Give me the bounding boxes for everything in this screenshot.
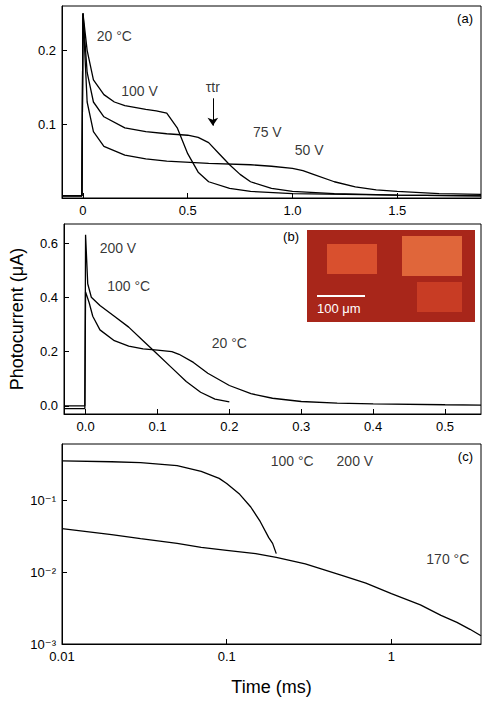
svg-text:20 °C: 20 °C — [212, 335, 247, 351]
svg-text:1.5: 1.5 — [388, 203, 406, 218]
svg-text:0: 0 — [79, 203, 86, 218]
svg-text:50 V: 50 V — [295, 142, 324, 158]
svg-text:Photocurrent (μA): Photocurrent (μA) — [7, 248, 27, 390]
svg-text:0.4: 0.4 — [40, 290, 58, 305]
svg-text:0.2: 0.2 — [220, 419, 238, 434]
svg-text:(a): (a) — [457, 11, 473, 26]
svg-text:1.0: 1.0 — [283, 203, 301, 218]
svg-text:τtr: τtr — [206, 79, 220, 95]
svg-text:(b): (b) — [283, 229, 299, 244]
svg-text:0.4: 0.4 — [364, 419, 382, 434]
svg-text:100 V: 100 V — [121, 83, 158, 99]
svg-text:10⁻³: 10⁻³ — [30, 636, 56, 652]
svg-text:0.1: 0.1 — [218, 649, 236, 664]
svg-text:200 V: 200 V — [100, 240, 137, 256]
svg-text:10⁻²: 10⁻² — [30, 565, 56, 580]
svg-text:1: 1 — [388, 649, 395, 664]
svg-text:100 μm: 100 μm — [317, 301, 361, 316]
svg-text:0.6: 0.6 — [40, 236, 58, 251]
svg-text:0.2: 0.2 — [38, 43, 56, 58]
svg-text:0.01: 0.01 — [49, 649, 74, 664]
svg-text:0.5: 0.5 — [179, 203, 197, 218]
svg-text:0.0: 0.0 — [77, 419, 95, 434]
svg-text:0.3: 0.3 — [292, 419, 310, 434]
svg-text:0.0: 0.0 — [40, 398, 58, 413]
svg-text:100 °C: 100 °C — [107, 278, 150, 294]
svg-text:10⁻¹: 10⁻¹ — [30, 493, 56, 508]
svg-text:Time (ms): Time (ms) — [231, 677, 311, 697]
svg-text:75 V: 75 V — [253, 124, 282, 140]
svg-text:0.1: 0.1 — [38, 117, 56, 132]
svg-text:0.1: 0.1 — [148, 419, 166, 434]
svg-text:20 °C: 20 °C — [97, 28, 132, 44]
svg-text:170 °C: 170 °C — [426, 551, 469, 567]
svg-text:0.2: 0.2 — [40, 344, 58, 359]
svg-text:100 °C: 100 °C — [271, 453, 314, 469]
svg-text:(c): (c) — [458, 449, 473, 464]
svg-text:200 V: 200 V — [337, 453, 374, 469]
svg-text:0.5: 0.5 — [436, 419, 454, 434]
